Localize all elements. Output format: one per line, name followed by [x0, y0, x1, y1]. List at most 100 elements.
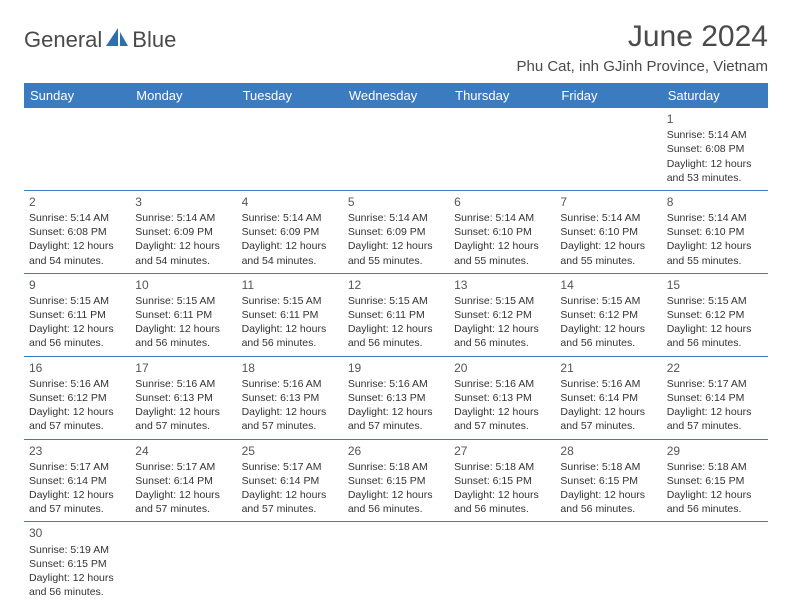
sunrise-line: Sunrise: 5:17 AM [29, 460, 125, 474]
sunset-line: Sunset: 6:09 PM [135, 225, 231, 239]
sunset-line: Sunset: 6:08 PM [29, 225, 125, 239]
month-title: June 2024 [516, 20, 768, 54]
day-cell: 3Sunrise: 5:14 AMSunset: 6:09 PMDaylight… [130, 190, 236, 273]
day-number: 27 [454, 443, 550, 459]
day-number: 21 [560, 360, 656, 376]
empty-cell [237, 522, 343, 604]
daylight-line: Daylight: 12 hours and 55 minutes. [560, 239, 656, 267]
day-cell: 23Sunrise: 5:17 AMSunset: 6:14 PMDayligh… [24, 439, 130, 522]
empty-cell [449, 108, 555, 190]
day-number: 26 [348, 443, 444, 459]
day-cell: 25Sunrise: 5:17 AMSunset: 6:14 PMDayligh… [237, 439, 343, 522]
day-cell: 27Sunrise: 5:18 AMSunset: 6:15 PMDayligh… [449, 439, 555, 522]
day-number: 20 [454, 360, 550, 376]
day-cell: 18Sunrise: 5:16 AMSunset: 6:13 PMDayligh… [237, 356, 343, 439]
daylight-line: Daylight: 12 hours and 56 minutes. [29, 322, 125, 350]
day-cell: 8Sunrise: 5:14 AMSunset: 6:10 PMDaylight… [662, 190, 768, 273]
day-number: 30 [29, 525, 125, 541]
sunset-line: Sunset: 6:12 PM [29, 391, 125, 405]
day-number: 3 [135, 194, 231, 210]
day-cell: 30Sunrise: 5:19 AMSunset: 6:15 PMDayligh… [24, 522, 130, 604]
daylight-line: Daylight: 12 hours and 57 minutes. [348, 405, 444, 433]
sunrise-line: Sunrise: 5:14 AM [667, 211, 763, 225]
sunset-line: Sunset: 6:12 PM [667, 308, 763, 322]
day-cell: 29Sunrise: 5:18 AMSunset: 6:15 PMDayligh… [662, 439, 768, 522]
daylight-line: Daylight: 12 hours and 57 minutes. [29, 405, 125, 433]
day-number: 29 [667, 443, 763, 459]
sunset-line: Sunset: 6:11 PM [242, 308, 338, 322]
empty-cell [343, 522, 449, 604]
sunset-line: Sunset: 6:09 PM [242, 225, 338, 239]
sunrise-line: Sunrise: 5:15 AM [667, 294, 763, 308]
sunrise-line: Sunrise: 5:15 AM [560, 294, 656, 308]
sunrise-line: Sunrise: 5:18 AM [454, 460, 550, 474]
day-header-saturday: Saturday [662, 83, 768, 108]
sunrise-line: Sunrise: 5:17 AM [242, 460, 338, 474]
day-cell: 17Sunrise: 5:16 AMSunset: 6:13 PMDayligh… [130, 356, 236, 439]
day-cell: 14Sunrise: 5:15 AMSunset: 6:12 PMDayligh… [555, 273, 661, 356]
sunrise-line: Sunrise: 5:14 AM [667, 128, 763, 142]
daylight-line: Daylight: 12 hours and 54 minutes. [242, 239, 338, 267]
day-number: 17 [135, 360, 231, 376]
sunrise-line: Sunrise: 5:17 AM [135, 460, 231, 474]
sunrise-line: Sunrise: 5:19 AM [29, 543, 125, 557]
empty-cell [24, 108, 130, 190]
sunrise-line: Sunrise: 5:14 AM [454, 211, 550, 225]
day-header-thursday: Thursday [449, 83, 555, 108]
sunset-line: Sunset: 6:15 PM [348, 474, 444, 488]
sunset-line: Sunset: 6:12 PM [560, 308, 656, 322]
title-block: June 2024 Phu Cat, inh GJinh Province, V… [516, 20, 768, 75]
day-cell: 2Sunrise: 5:14 AMSunset: 6:08 PMDaylight… [24, 190, 130, 273]
day-number: 18 [242, 360, 338, 376]
sunrise-line: Sunrise: 5:15 AM [454, 294, 550, 308]
empty-cell [662, 522, 768, 604]
day-cell: 15Sunrise: 5:15 AMSunset: 6:12 PMDayligh… [662, 273, 768, 356]
sunrise-line: Sunrise: 5:16 AM [454, 377, 550, 391]
sunrise-line: Sunrise: 5:14 AM [135, 211, 231, 225]
day-cell: 20Sunrise: 5:16 AMSunset: 6:13 PMDayligh… [449, 356, 555, 439]
day-cell: 10Sunrise: 5:15 AMSunset: 6:11 PMDayligh… [130, 273, 236, 356]
day-number: 14 [560, 277, 656, 293]
day-cell: 24Sunrise: 5:17 AMSunset: 6:14 PMDayligh… [130, 439, 236, 522]
daylight-line: Daylight: 12 hours and 57 minutes. [242, 488, 338, 516]
calendar-header-row: SundayMondayTuesdayWednesdayThursdayFrid… [24, 83, 768, 108]
day-cell: 12Sunrise: 5:15 AMSunset: 6:11 PMDayligh… [343, 273, 449, 356]
daylight-line: Daylight: 12 hours and 57 minutes. [242, 405, 338, 433]
day-cell: 5Sunrise: 5:14 AMSunset: 6:09 PMDaylight… [343, 190, 449, 273]
sunset-line: Sunset: 6:14 PM [29, 474, 125, 488]
empty-cell [343, 108, 449, 190]
daylight-line: Daylight: 12 hours and 56 minutes. [454, 322, 550, 350]
day-number: 28 [560, 443, 656, 459]
sunset-line: Sunset: 6:10 PM [560, 225, 656, 239]
day-number: 12 [348, 277, 444, 293]
sunrise-line: Sunrise: 5:16 AM [348, 377, 444, 391]
sunrise-line: Sunrise: 5:18 AM [560, 460, 656, 474]
sunrise-line: Sunrise: 5:15 AM [135, 294, 231, 308]
day-header-tuesday: Tuesday [237, 83, 343, 108]
calendar-week-row: 2Sunrise: 5:14 AMSunset: 6:08 PMDaylight… [24, 190, 768, 273]
daylight-line: Daylight: 12 hours and 56 minutes. [348, 322, 444, 350]
sunrise-line: Sunrise: 5:16 AM [560, 377, 656, 391]
daylight-line: Daylight: 12 hours and 57 minutes. [454, 405, 550, 433]
sunset-line: Sunset: 6:11 PM [29, 308, 125, 322]
sunset-line: Sunset: 6:14 PM [135, 474, 231, 488]
day-number: 15 [667, 277, 763, 293]
daylight-line: Daylight: 12 hours and 57 minutes. [560, 405, 656, 433]
sunset-line: Sunset: 6:13 PM [454, 391, 550, 405]
day-cell: 22Sunrise: 5:17 AMSunset: 6:14 PMDayligh… [662, 356, 768, 439]
daylight-line: Daylight: 12 hours and 57 minutes. [135, 488, 231, 516]
day-header-monday: Monday [130, 83, 236, 108]
sunset-line: Sunset: 6:14 PM [242, 474, 338, 488]
calendar-table: SundayMondayTuesdayWednesdayThursdayFrid… [24, 83, 768, 604]
day-cell: 1Sunrise: 5:14 AMSunset: 6:08 PMDaylight… [662, 108, 768, 190]
day-number: 25 [242, 443, 338, 459]
day-number: 16 [29, 360, 125, 376]
sunset-line: Sunset: 6:15 PM [667, 474, 763, 488]
sunset-line: Sunset: 6:14 PM [667, 391, 763, 405]
daylight-line: Daylight: 12 hours and 55 minutes. [348, 239, 444, 267]
day-cell: 13Sunrise: 5:15 AMSunset: 6:12 PMDayligh… [449, 273, 555, 356]
sunrise-line: Sunrise: 5:18 AM [667, 460, 763, 474]
daylight-line: Daylight: 12 hours and 56 minutes. [29, 571, 125, 599]
day-cell: 9Sunrise: 5:15 AMSunset: 6:11 PMDaylight… [24, 273, 130, 356]
empty-cell [130, 522, 236, 604]
